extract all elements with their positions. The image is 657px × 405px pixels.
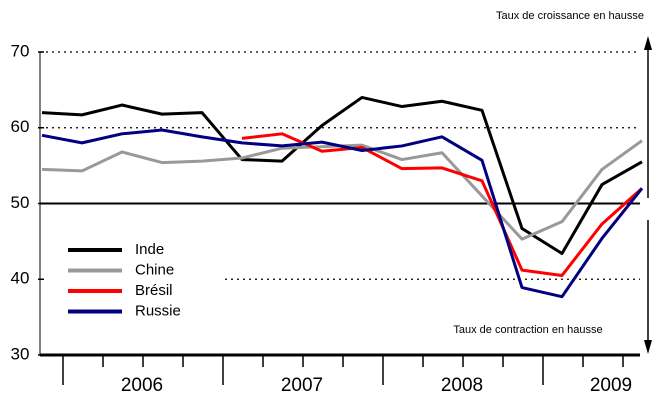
y-tick-label: 60	[11, 117, 30, 136]
legend-label: Russie	[135, 302, 181, 319]
x-group-label: 2006	[121, 375, 163, 396]
line-series	[241, 132, 643, 277]
y-tick-label: 40	[11, 269, 30, 288]
y-tick-label: 50	[11, 193, 30, 212]
legend-label: Brésil	[135, 282, 173, 299]
x-group-label: 2007	[281, 375, 323, 396]
legend-label: Inde	[135, 241, 164, 258]
annotation: Taux de croissance en hausse	[496, 10, 644, 22]
x-group-label: 2008	[441, 375, 483, 396]
arrow-head	[644, 36, 652, 50]
line-series	[41, 95, 643, 255]
legend-label: Chine	[135, 261, 174, 278]
annotation: Taux de contraction en hausse	[453, 324, 602, 336]
line-series	[41, 139, 643, 241]
y-tick-label: 70	[11, 41, 30, 60]
x-group-label: 2009	[590, 375, 632, 396]
arrow-head	[644, 340, 652, 354]
y-tick-label: 30	[11, 344, 30, 363]
line-series	[41, 128, 644, 299]
